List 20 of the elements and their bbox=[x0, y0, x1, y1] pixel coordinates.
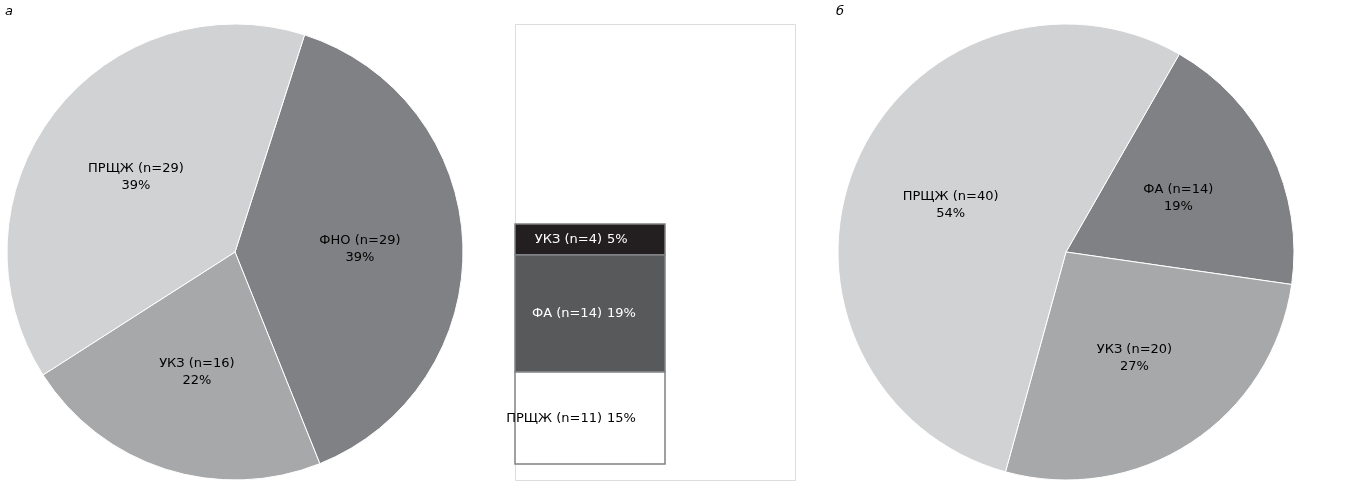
series-label: ФА (n=14) bbox=[531, 305, 602, 321]
data-label: 27% bbox=[1120, 357, 1149, 373]
slice-label: УКЗ (n=16) bbox=[159, 355, 235, 371]
chart-title: а bbox=[5, 3, 13, 18]
slice-label: УКЗ (n=20) bbox=[1096, 340, 1173, 356]
data-label: 39% bbox=[121, 176, 151, 192]
slice-label: ПРЩЖ (n=29) bbox=[88, 159, 184, 175]
data-label: 15% bbox=[607, 409, 636, 425]
slice-label: ПРЩЖ (n=40) bbox=[902, 187, 999, 203]
data-label: 22% bbox=[182, 372, 212, 388]
chart-title: б bbox=[836, 3, 845, 18]
data-label: 39% bbox=[345, 248, 375, 264]
data-label: 54% bbox=[936, 204, 966, 220]
series-label: ПРЩЖ (n=11) bbox=[506, 409, 602, 425]
data-label: 19% bbox=[1163, 198, 1193, 214]
slice-label: ФНО (n=29) bbox=[319, 231, 401, 247]
slice-label: ФА (n=14) bbox=[1143, 181, 1214, 197]
data-label: 19% bbox=[607, 305, 636, 321]
data-label: 5% bbox=[607, 231, 628, 247]
series-label: УКЗ (n=4) bbox=[534, 231, 602, 247]
